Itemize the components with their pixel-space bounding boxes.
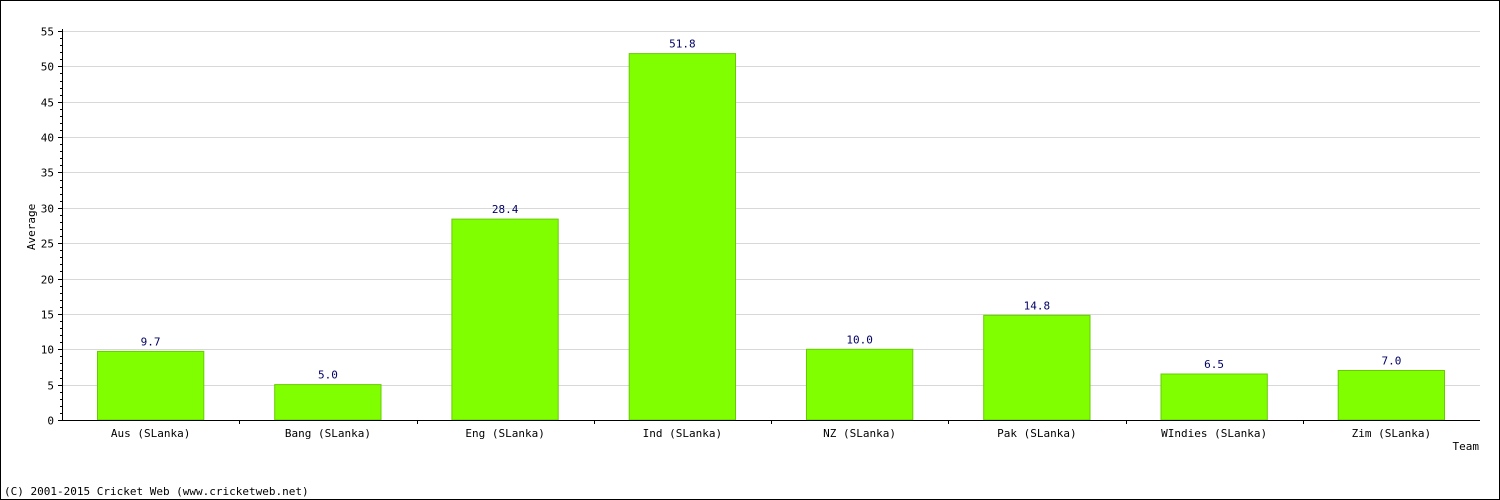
bar-value-label: 14.8: [1024, 299, 1051, 312]
bar: [628, 53, 737, 421]
bars: [97, 53, 1445, 421]
y-tick-label: 50: [41, 61, 54, 74]
x-tick-label: Zim (SLanka): [1352, 427, 1431, 440]
grid-lines: [62, 31, 1480, 386]
y-tick-label: 5: [47, 380, 54, 393]
y-tick-label: 40: [41, 132, 54, 145]
bar: [806, 348, 914, 421]
x-tick-label: Ind (SLanka): [643, 427, 722, 440]
axes: [58, 29, 1480, 424]
bar: [97, 350, 205, 421]
copyright-footer: (C) 2001-2015 Cricket Web (www.cricketwe…: [4, 485, 309, 498]
bar-value-label: 51.8: [669, 38, 696, 51]
bar-value-label: 6.5: [1204, 358, 1224, 371]
x-tick-label: Pak (SLanka): [997, 427, 1076, 440]
bar: [1337, 370, 1445, 421]
bar-value-label: 7.0: [1381, 355, 1401, 368]
y-tick-label: 35: [41, 167, 54, 180]
x-tick-label: NZ (SLanka): [823, 427, 896, 440]
bar: [983, 314, 1091, 421]
bar: [451, 218, 559, 421]
x-tick-label: Eng (SLanka): [465, 427, 544, 440]
y-tick-label: 55: [41, 26, 54, 39]
y-tick-label: 45: [41, 97, 54, 110]
y-tick-label: 20: [41, 274, 54, 287]
bar: [1160, 373, 1268, 421]
bar-value-label: 10.0: [846, 333, 873, 346]
bar-value-label: 5.0: [318, 369, 338, 382]
bar-value-label: 28.4: [492, 203, 519, 216]
labels: 0 5 10 15 20 25 30 35 40 45 50 55 9.7 Aus (SLanka) 5.0…: [41, 26, 1431, 441]
x-tick-label: Bang (SLanka): [285, 427, 371, 440]
y-tick-label: 25: [41, 238, 54, 251]
x-tick-label: Aus (SLanka): [111, 427, 190, 440]
y-tick-label: 15: [41, 309, 54, 322]
bar: [274, 384, 382, 421]
y-tick-label: 10: [41, 344, 54, 357]
x-axis-title: Team: [1453, 440, 1480, 453]
bar-value-label: 9.7: [141, 335, 161, 348]
y-tick-label: 30: [41, 203, 54, 216]
y-tick-label: 0: [47, 415, 54, 428]
x-tick-label: WIndies (SLanka): [1161, 427, 1267, 440]
y-axis-title: Average: [25, 204, 38, 250]
